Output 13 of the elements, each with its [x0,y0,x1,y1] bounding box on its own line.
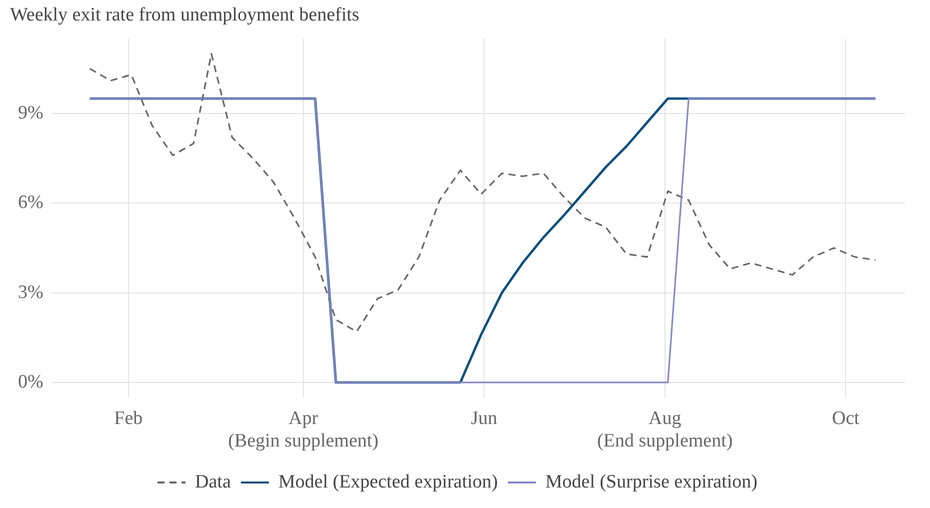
x-tick-label: Aug (End supplement) [597,408,733,452]
legend-label: Data [195,471,232,492]
y-tick-label: 6% [18,192,44,214]
x-tick-label: Jun [470,408,498,429]
legend-label: Model (Expected expiration) [278,471,498,492]
chart-title: Weekly exit rate from unemployment benefits [10,4,360,26]
x-tick-label: Oct [832,408,860,429]
y-tick-label: 3% [18,282,44,303]
x-tick-label: Apr (Begin supplement) [228,408,378,452]
y-tick-label: 0% [18,371,44,392]
x-tick-label: Feb [114,408,143,429]
y-tick-label: 9% [18,102,44,124]
legend-label: Model (Surprise expiration) [545,471,758,492]
